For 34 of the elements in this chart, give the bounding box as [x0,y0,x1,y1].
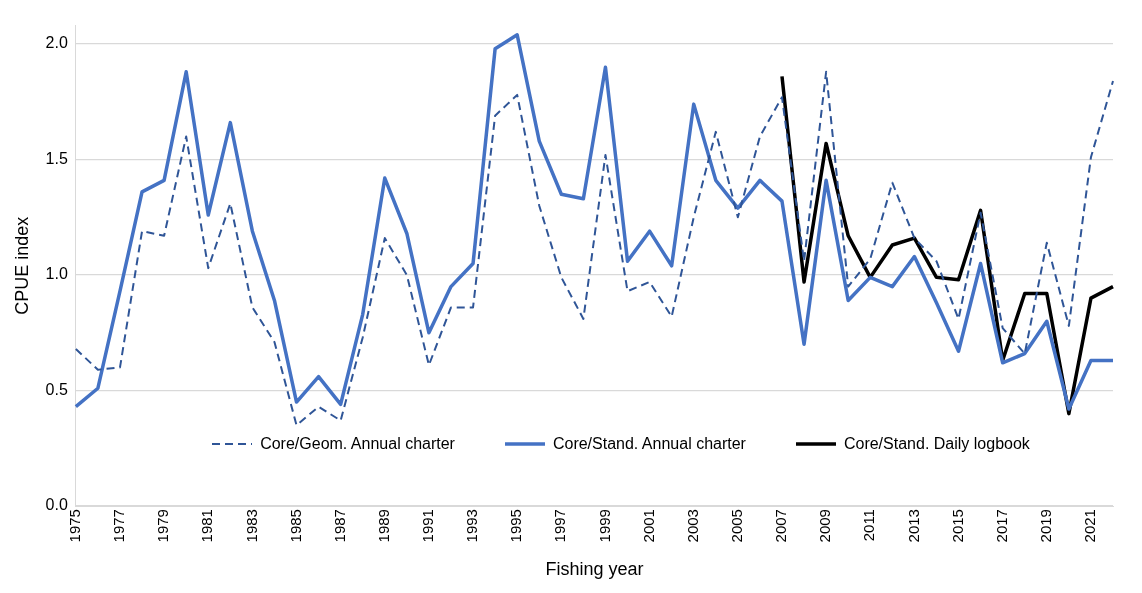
x-tick-label: 1977 [110,509,128,543]
x-tick-label: 2009 [816,509,834,543]
x-tick-label: 2005 [728,509,745,543]
x-tick-label: 2021 [1081,509,1099,543]
x-tick-label: 2013 [904,509,922,543]
y-tick-label: 0.5 [45,380,68,398]
x-tick-label: 1987 [330,509,348,543]
x-axis-title: Fishing year [545,559,644,580]
x-tick-label: 1999 [595,509,613,543]
x-tick-label: 2015 [948,509,966,543]
x-tick-label: 1989 [374,509,392,543]
x-tick-label: 2011 [860,509,878,542]
x-tick-label: 1993 [463,509,481,543]
legend-label: Core/Stand. Annual charter [552,435,746,453]
x-tick-label: 2007 [772,509,790,543]
x-tick-label: 1995 [507,509,525,543]
y-tick-label: 0.0 [45,496,68,514]
legend-label: Core/Stand. Daily logbook [843,435,1030,453]
y-tick-label: 2.0 [45,34,68,52]
legend-label: Core/Geom. Annual charter [260,435,455,453]
x-tick-label: 1979 [154,509,172,543]
x-tick-label: 1985 [286,509,304,543]
x-tick-label: 1983 [242,509,260,543]
x-tick-label: 2003 [683,509,701,543]
y-tick-label: 1.0 [45,265,68,283]
x-tick-label: 2001 [639,509,657,543]
x-tick-label: 2019 [1036,509,1054,543]
x-tick-label: 1981 [198,509,216,543]
x-tick-label: 1975 [65,509,83,543]
x-tick-label: 1997 [551,509,569,543]
y-axis-title: CPUE index [11,216,32,315]
x-tick-label: 1991 [419,509,437,543]
y-tick-label: 1.5 [45,149,68,167]
x-tick-label: 2017 [992,509,1010,543]
